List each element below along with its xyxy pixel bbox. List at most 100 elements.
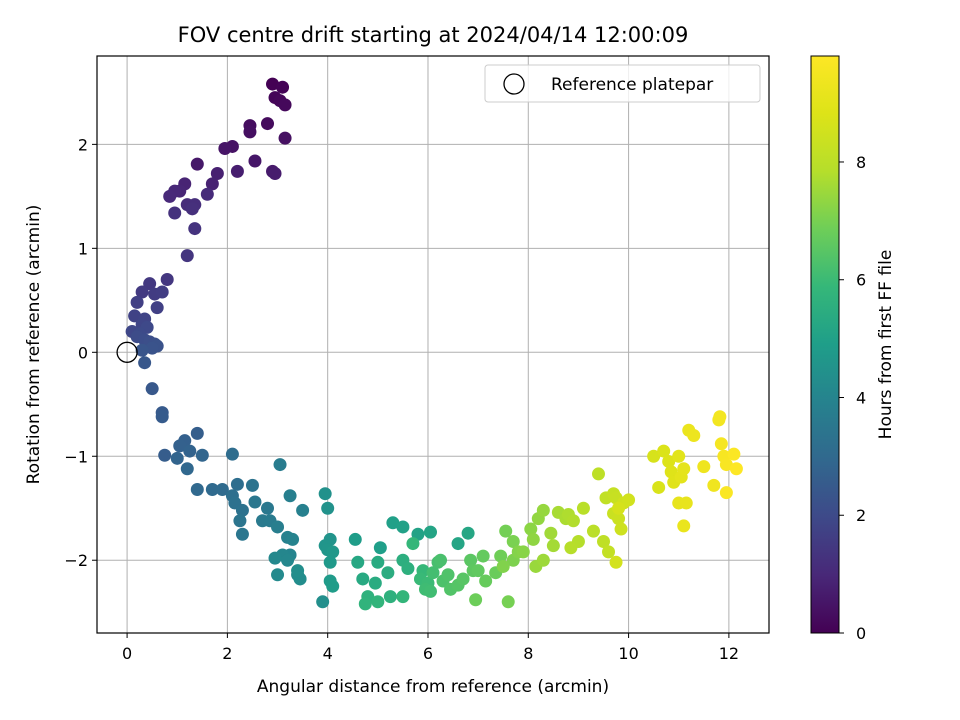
data-point: [296, 503, 310, 517]
data-point: [536, 553, 550, 567]
data-point: [647, 449, 661, 463]
data-point: [612, 501, 626, 515]
data-point: [464, 553, 478, 567]
data-point: [672, 449, 686, 463]
data-point: [401, 562, 415, 576]
data-point: [396, 590, 410, 604]
data-point: [707, 478, 721, 492]
data-point: [586, 524, 600, 538]
data-point: [321, 501, 335, 515]
data-point: [243, 125, 257, 139]
x-tick-label: 12: [719, 644, 739, 663]
x-axis-title: Angular distance from reference (arcmin): [257, 677, 609, 697]
data-point: [348, 532, 362, 546]
data-point: [664, 465, 678, 479]
data-point: [396, 520, 410, 534]
data-point: [316, 595, 330, 609]
data-point: [506, 535, 520, 549]
data-point: [566, 514, 580, 528]
data-point: [524, 522, 538, 536]
data-point: [210, 166, 224, 180]
data-point: [441, 568, 455, 582]
data-point: [180, 462, 194, 476]
data-point: [381, 566, 395, 580]
data-point: [456, 572, 470, 586]
data-point: [155, 285, 169, 299]
data-point: [283, 489, 297, 503]
data-point: [499, 524, 513, 538]
data-point: [230, 477, 244, 491]
colorbar-gradient: [810, 55, 840, 634]
data-point: [230, 164, 244, 178]
data-point: [406, 537, 420, 551]
data-point: [494, 549, 508, 563]
data-point: [476, 549, 490, 563]
data-point: [195, 448, 209, 462]
data-point: [546, 539, 560, 553]
data-point: [190, 426, 204, 440]
data-point: [386, 516, 400, 530]
data-point: [614, 522, 628, 536]
data-point: [383, 590, 397, 604]
data-point: [609, 555, 623, 569]
colorbar: 0 2 4 6 8 Hours from first FF file: [810, 55, 896, 643]
data-point: [233, 514, 247, 528]
data-point: [719, 458, 733, 472]
data-point: [727, 447, 741, 461]
data-point: [622, 493, 636, 507]
data-point: [248, 154, 262, 168]
y-tick-label: 1: [78, 239, 88, 258]
data-point: [356, 572, 370, 586]
colorbar-tick-label: 2: [856, 506, 866, 525]
y-axis-ticks: −2 −1 0 1 2: [64, 135, 97, 570]
data-point: [218, 142, 232, 156]
data-point: [138, 356, 152, 370]
data-point: [286, 532, 300, 546]
data-point: [677, 462, 691, 476]
data-point: [145, 382, 159, 396]
data-point: [697, 460, 711, 474]
data-point: [185, 202, 199, 216]
data-point: [501, 595, 515, 609]
data-point: [326, 545, 340, 559]
data-point: [268, 166, 282, 180]
plot-frame: [96, 55, 770, 634]
data-point: [168, 206, 182, 220]
data-point: [155, 410, 169, 424]
data-points: [125, 77, 743, 611]
reference-platepar-marker: [116, 341, 138, 363]
data-point: [351, 555, 365, 569]
x-tick-label: 10: [618, 644, 638, 663]
data-point: [130, 295, 144, 309]
data-point: [323, 555, 337, 569]
data-point: [248, 495, 262, 509]
data-point: [373, 541, 387, 555]
data-point: [461, 526, 475, 540]
colorbar-tick-label: 0: [856, 624, 866, 643]
data-point: [318, 487, 332, 501]
x-tick-label: 2: [222, 644, 232, 663]
data-point: [173, 439, 187, 453]
x-tick-label: 0: [122, 644, 132, 663]
data-point: [657, 444, 671, 458]
data-point: [158, 448, 172, 462]
data-point: [516, 545, 530, 559]
legend-box: [484, 64, 761, 103]
data-point: [652, 480, 666, 494]
data-point: [261, 117, 275, 131]
data-point: [662, 454, 676, 468]
data-point: [143, 277, 157, 291]
chart-title: FOV centre drift starting at 2024/04/14 …: [178, 23, 689, 47]
data-point: [180, 249, 194, 263]
data-point: [235, 503, 249, 517]
data-point: [135, 285, 149, 299]
colorbar-tick-label: 4: [856, 388, 866, 407]
data-point: [597, 535, 611, 549]
data-point: [190, 483, 204, 497]
data-point: [291, 564, 305, 578]
legend-label: Reference platepar: [551, 75, 713, 95]
data-point: [368, 576, 382, 590]
data-point: [163, 189, 177, 203]
y-tick-label: 2: [78, 135, 88, 154]
